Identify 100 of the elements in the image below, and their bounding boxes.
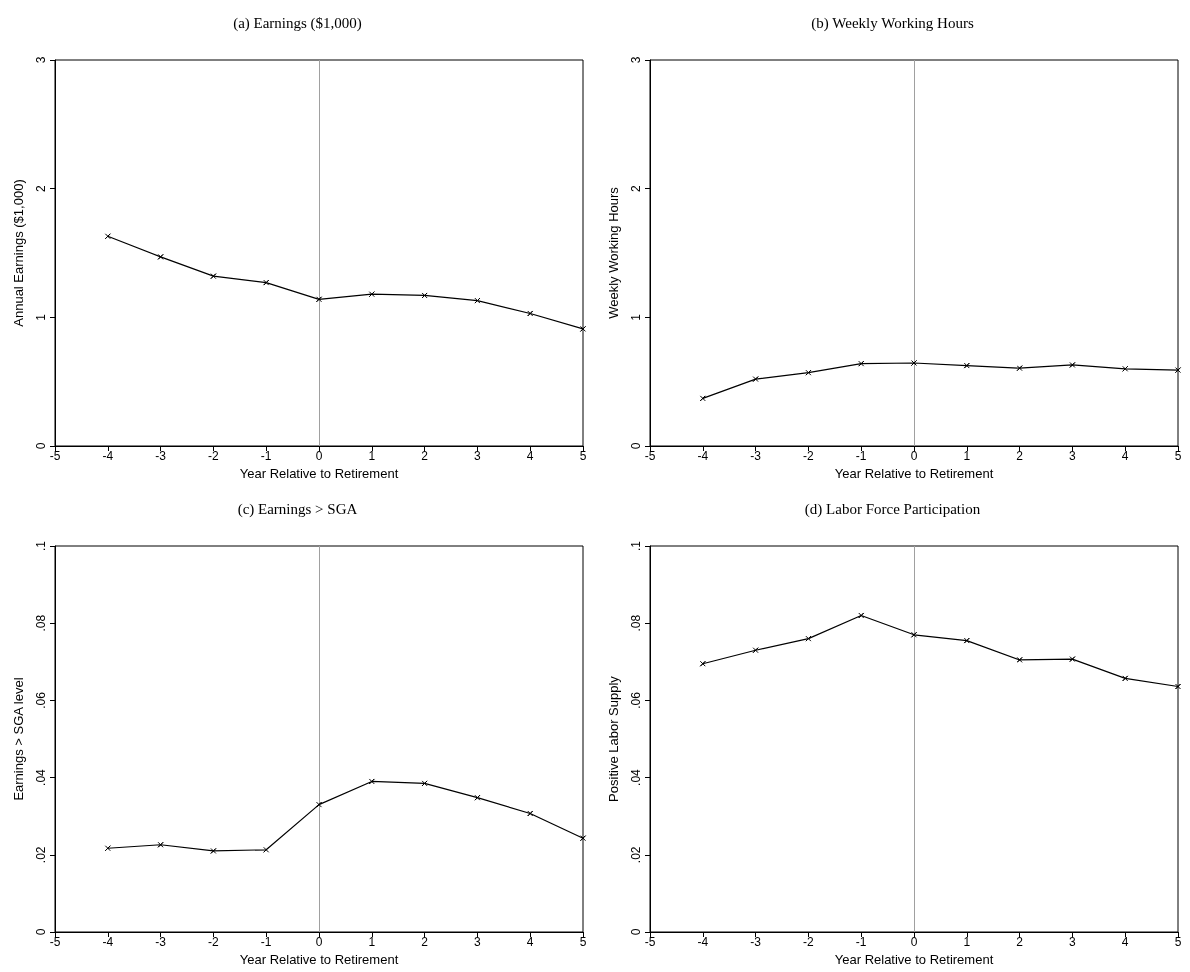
point bbox=[368, 291, 375, 298]
y-tick-label: .04 bbox=[629, 768, 643, 786]
x-axis-title: Year Relative to Retirement bbox=[239, 951, 399, 967]
y-tick-label: .02 bbox=[34, 846, 48, 864]
x-tick-label: 3 bbox=[1069, 935, 1077, 949]
x-tick-label: 4 bbox=[526, 935, 534, 949]
x-tick-label: 1 bbox=[368, 449, 376, 463]
x-tick-label: 0 bbox=[315, 935, 323, 949]
point bbox=[104, 233, 111, 240]
y-tick-label: .04 bbox=[34, 768, 48, 786]
y-tick-label: 3 bbox=[629, 56, 643, 64]
y-tick-label: .08 bbox=[34, 614, 48, 632]
x-tick-label: -5 bbox=[644, 449, 656, 463]
point bbox=[263, 279, 270, 286]
x-tick-label: -1 bbox=[260, 449, 272, 463]
x-tick-label: 0 bbox=[910, 449, 918, 463]
x-tick-label: -5 bbox=[644, 935, 656, 949]
y-tick-label: .06 bbox=[34, 691, 48, 709]
point bbox=[210, 847, 217, 854]
x-tick-label: 2 bbox=[421, 449, 429, 463]
point bbox=[858, 360, 865, 367]
y-tick-label: 1 bbox=[629, 313, 643, 321]
x-tick-label: -5 bbox=[49, 935, 61, 949]
x-tick-label: -3 bbox=[155, 935, 167, 949]
x-axis-title: Year Relative to Retirement bbox=[239, 465, 399, 481]
x-tick-label: -1 bbox=[855, 935, 867, 949]
y-tick-label: 0 bbox=[629, 442, 643, 450]
point bbox=[474, 297, 481, 304]
x-tick-label: 4 bbox=[1121, 935, 1129, 949]
x-tick-label: 5 bbox=[1174, 449, 1182, 463]
point bbox=[752, 647, 759, 654]
point bbox=[580, 835, 586, 842]
point bbox=[963, 362, 970, 369]
chart-title: (c) Earnings > SGA bbox=[237, 500, 358, 518]
x-tick-label: -3 bbox=[155, 449, 167, 463]
x-tick-label: 5 bbox=[579, 935, 587, 949]
point bbox=[157, 253, 164, 260]
point bbox=[1122, 675, 1129, 682]
point bbox=[157, 841, 164, 848]
point bbox=[1175, 367, 1181, 374]
point bbox=[752, 376, 759, 383]
x-tick-label: 5 bbox=[579, 449, 587, 463]
point bbox=[421, 780, 428, 787]
point bbox=[805, 635, 812, 642]
y-axis-title: Weekly Working Hours bbox=[606, 186, 621, 319]
x-tick-label: -2 bbox=[803, 935, 815, 949]
x-tick-label: -5 bbox=[49, 449, 61, 463]
chart-title: (b) Weekly Working Hours bbox=[811, 14, 974, 32]
x-tick-label: 2 bbox=[1016, 449, 1024, 463]
y-axis-title: Annual Earnings ($1,000) bbox=[11, 179, 26, 327]
x-tick-label: -4 bbox=[697, 935, 709, 949]
x-tick-label: -2 bbox=[208, 935, 220, 949]
chart-title: (d) Labor Force Participation bbox=[804, 500, 981, 518]
point bbox=[263, 846, 270, 853]
y-tick-label: .1 bbox=[629, 540, 643, 552]
x-tick-label: -3 bbox=[750, 935, 762, 949]
x-tick-label: -1 bbox=[260, 935, 272, 949]
y-tick-label: 0 bbox=[629, 928, 643, 936]
x-tick-label: -2 bbox=[803, 449, 815, 463]
x-tick-label: 1 bbox=[963, 449, 971, 463]
x-tick-label: 4 bbox=[1121, 449, 1129, 463]
point bbox=[911, 631, 917, 638]
y-tick-label: 0 bbox=[34, 928, 48, 936]
point bbox=[858, 612, 865, 619]
x-tick-label: 3 bbox=[1069, 449, 1077, 463]
point bbox=[699, 395, 706, 402]
x-tick-label: 0 bbox=[315, 449, 323, 463]
y-axis-title: Positive Labor Supply bbox=[606, 675, 621, 802]
y-tick-label: 2 bbox=[629, 185, 643, 193]
point bbox=[474, 794, 481, 801]
point bbox=[104, 845, 111, 852]
point bbox=[963, 637, 970, 644]
point bbox=[421, 292, 428, 299]
point bbox=[368, 778, 375, 785]
x-tick-label: -1 bbox=[855, 449, 867, 463]
y-tick-label: 1 bbox=[34, 313, 48, 321]
x-axis-title: Year Relative to Retirement bbox=[834, 465, 994, 481]
point bbox=[1069, 361, 1076, 368]
x-tick-label: 1 bbox=[963, 935, 971, 949]
point bbox=[1016, 365, 1023, 372]
y-tick-label: .02 bbox=[629, 846, 643, 864]
point bbox=[805, 369, 812, 376]
x-tick-label: 2 bbox=[421, 935, 429, 949]
point bbox=[1016, 656, 1023, 663]
point bbox=[699, 660, 706, 667]
point bbox=[527, 810, 534, 817]
x-tick-label: -3 bbox=[750, 449, 762, 463]
y-tick-label: .06 bbox=[629, 691, 643, 709]
y-tick-label: 2 bbox=[34, 185, 48, 193]
point bbox=[1122, 365, 1129, 372]
chart-title: (a) Earnings ($1,000) bbox=[233, 14, 362, 32]
x-tick-label: 1 bbox=[368, 935, 376, 949]
point bbox=[316, 296, 322, 303]
x-axis-title: Year Relative to Retirement bbox=[834, 951, 994, 967]
x-tick-label: 4 bbox=[526, 449, 534, 463]
y-tick-label: .08 bbox=[629, 614, 643, 632]
x-tick-label: 5 bbox=[1174, 935, 1182, 949]
y-tick-label: 0 bbox=[34, 442, 48, 450]
point bbox=[580, 325, 586, 332]
y-tick-label: 3 bbox=[34, 56, 48, 64]
